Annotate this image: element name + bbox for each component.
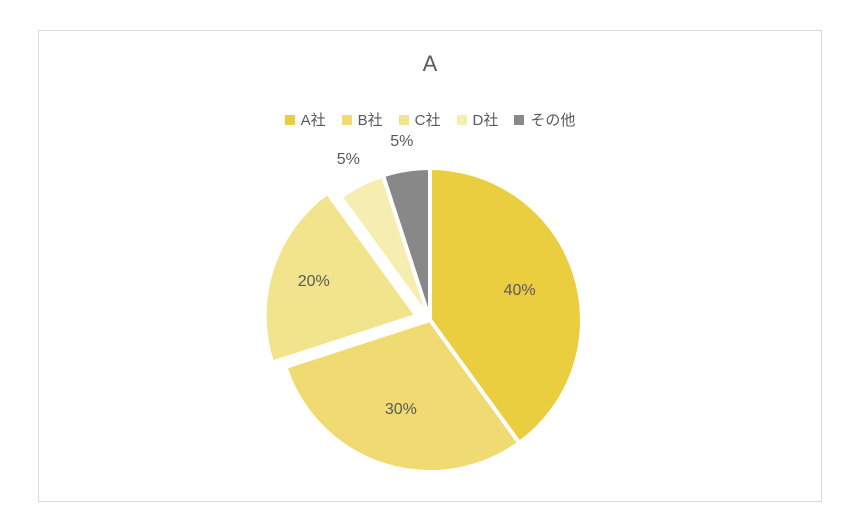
legend-item: A社 xyxy=(285,109,326,130)
legend-label: その他 xyxy=(530,109,575,130)
legend-swatch xyxy=(342,115,352,125)
legend-item: その他 xyxy=(514,109,575,130)
legend-swatch xyxy=(285,115,295,125)
pie-data-label: 5% xyxy=(390,133,413,151)
pie-chart xyxy=(258,148,602,492)
chart-legend: A社 B社 C社 D社 その他 xyxy=(39,109,821,130)
chart-frame: A A社 B社 C社 D社 その他 40% 30% 20% 5% 5% xyxy=(38,30,822,502)
legend-item: B社 xyxy=(342,109,383,130)
legend-label: D社 xyxy=(473,109,499,130)
legend-item: C社 xyxy=(399,109,441,130)
legend-swatch xyxy=(399,115,409,125)
pie-data-label: 5% xyxy=(337,151,360,169)
legend-label: A社 xyxy=(301,109,326,130)
legend-swatch xyxy=(457,115,467,125)
chart-area: 40%30%20%5%5% xyxy=(39,149,821,491)
pie-data-label: 30% xyxy=(385,401,417,419)
pie-data-label: 20% xyxy=(298,273,330,291)
chart-title: A xyxy=(39,51,821,77)
pie-data-label: 40% xyxy=(504,282,536,300)
legend-swatch xyxy=(514,115,524,125)
legend-label: B社 xyxy=(358,109,383,130)
legend-label: C社 xyxy=(415,109,441,130)
legend-item: D社 xyxy=(457,109,499,130)
